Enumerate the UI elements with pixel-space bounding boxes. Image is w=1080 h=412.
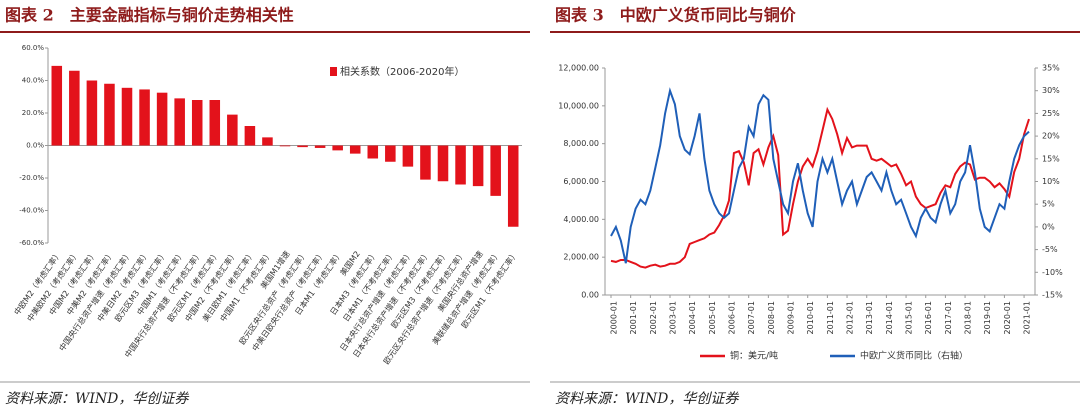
y2-tick-label: 20% [1042,132,1060,141]
y-tick-label: 8,000.00 [563,139,599,148]
y-tick-label: 0.00 [581,291,599,300]
bar [174,98,185,146]
bar [191,100,203,146]
y-tick-label: 2,000.00 [563,253,599,262]
y2-tick-label: -15% [1042,291,1063,300]
bar [402,145,414,167]
y-tick-label: 6,000.00 [563,177,599,186]
legend-label: 中欧广义货币同比（右轴） [860,350,968,362]
y-tick-label: 0.0% [26,142,44,150]
y-tick-label: -40.0% [19,207,44,215]
bar [227,114,238,146]
bar [314,145,326,148]
y2-tick-label: 5% [1042,200,1055,209]
x-tick-label: 2014-01 [885,301,894,334]
bar [472,145,484,187]
x-tick-label: 2013-01 [865,301,874,334]
x-tick-label: 2002-01 [649,301,658,334]
y2-tick-label: 30% [1042,86,1060,95]
bar [121,87,133,146]
x-tick-label: 2011-01 [826,301,835,334]
y-tick-label: -20.0% [19,174,44,182]
x-tick-label: 2016-01 [924,301,933,334]
bar [86,80,98,146]
y-tick-label: 40.0% [22,77,45,85]
x-tick-label: 2001-01 [629,301,638,334]
bar [455,145,466,185]
bar [279,145,291,147]
bar [332,145,343,151]
y-tick-label: 20.0% [22,109,45,117]
y2-tick-label: 15% [1042,154,1060,163]
y-tick-label: 12,000.00 [558,64,599,73]
x-tick-label: 2004-01 [688,301,697,334]
legend-swatch [330,67,337,76]
bar [420,145,431,180]
bar [51,65,63,146]
y2-tick-label: -10% [1042,268,1063,277]
x-tick-label: 2007-01 [747,301,756,334]
bar [490,145,501,196]
x-tick-label: 2009-01 [787,301,796,334]
x-tick-label: 2010-01 [806,301,815,334]
y-tick-label: 60.0% [22,44,45,52]
x-tick-label: 2021-01 [1023,301,1032,334]
bar [507,145,519,227]
x-tick-label: 2017-01 [944,301,953,334]
line-series [610,106,1030,269]
y2-tick-label: 35% [1042,64,1060,73]
y-tick-label: -60.0% [19,239,44,247]
y2-tick-label: -5% [1042,245,1058,254]
legend-label: 铜：美元/吨 [730,350,778,362]
title-rule [550,31,1080,33]
bar [385,145,396,162]
x-tick-label: 2000-01 [610,301,619,334]
panel-title: 图表 2 主要金融指标与铜价走势相关性 [5,6,294,25]
x-tick-label: 2012-01 [846,301,855,334]
x-tick-label: 2018-01 [964,301,973,334]
bar [262,137,273,146]
x-tick-label: 2020-01 [1003,301,1012,334]
x-tick-label: 2006-01 [728,301,737,334]
source: 资料来源：WIND，华创证券 [555,391,739,407]
y2-tick-label: 0% [1042,222,1055,231]
x-tick-label: 2015-01 [905,301,914,334]
bar [244,126,256,146]
bar [367,145,379,159]
y2-tick-label: 25% [1042,109,1060,118]
x-tick-label: 2008-01 [767,301,776,334]
x-tick-label: 2019-01 [983,301,992,334]
bar [297,145,308,148]
x-tick-label: 2003-01 [669,301,678,334]
bar [437,145,449,182]
panel-title: 图表 3 中欧广义货币同比与铜价 [555,6,797,25]
source: 资料来源：WIND，华创证券 [5,391,189,407]
title-rule [0,31,530,33]
y2-tick-label: 10% [1042,177,1060,186]
y-tick-label: 10,000.00 [558,101,599,110]
bar [209,100,221,146]
bar [69,70,80,146]
line-series [610,87,1030,264]
y-tick-label: 4,000.00 [563,215,599,224]
bar [349,145,361,154]
bar [156,92,168,146]
bar [139,89,150,146]
bar [104,83,115,146]
x-tick-label: 2005-01 [708,301,717,334]
legend-label: 相关系数（2006-2020年） [340,65,465,78]
